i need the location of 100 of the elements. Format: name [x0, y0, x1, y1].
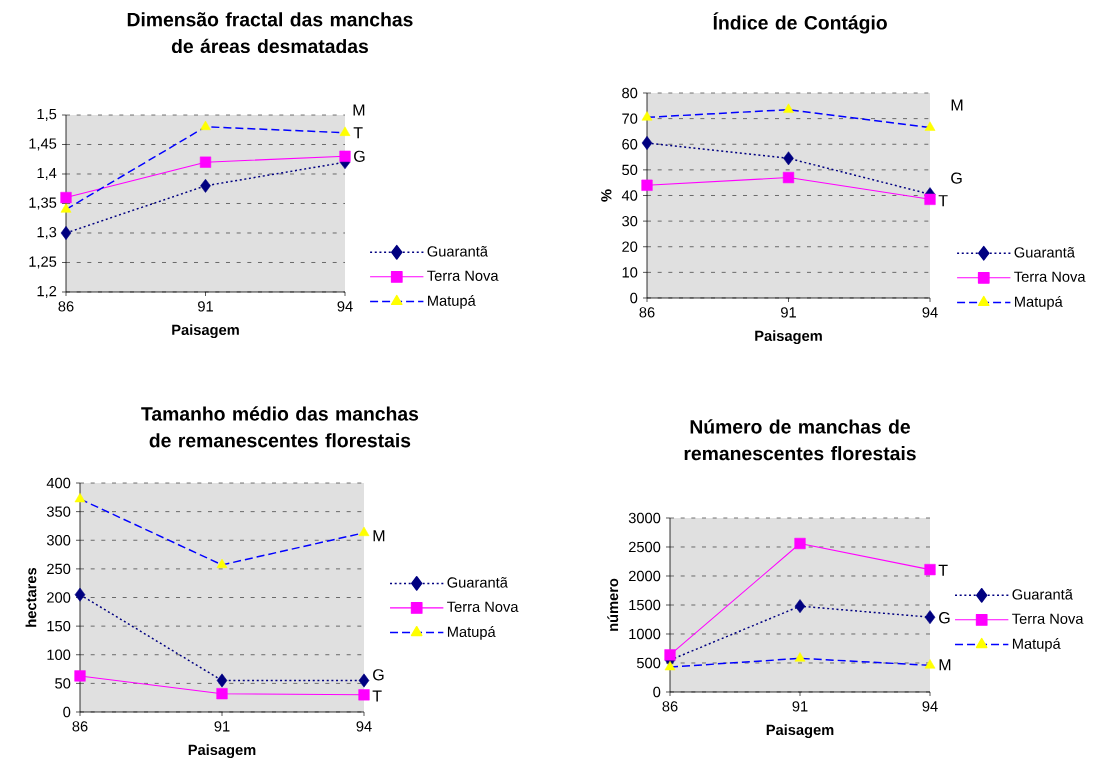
- point: [339, 150, 351, 162]
- legend-label: Guarantã: [1014, 246, 1075, 258]
- y-tick-label: 50: [622, 164, 638, 176]
- x-axis-title: Paisagem: [188, 744, 256, 758]
- y-axis-title: número: [607, 578, 619, 631]
- point: [924, 564, 936, 576]
- y-tick-label: 1,25: [29, 256, 57, 269]
- text: M: [951, 99, 963, 111]
- annotation: T: [938, 195, 948, 207]
- x-tick-label: 94: [922, 701, 938, 712]
- point: [60, 226, 72, 240]
- point: [641, 179, 653, 191]
- legend-label: Matupá: [1015, 295, 1063, 310]
- y-tick-label: 1,3: [37, 226, 57, 240]
- y-tick-label: 0: [63, 706, 71, 718]
- y-tick-label: 30: [622, 215, 638, 227]
- x-tick-label: 91: [214, 721, 230, 732]
- y-tick-label: 500: [636, 657, 661, 669]
- annotation: M: [373, 530, 385, 542]
- point: [74, 670, 86, 682]
- x-axis-title: Paisagem: [755, 330, 822, 344]
- legend-label: Guarantã: [1012, 588, 1073, 600]
- y-tick-label: 80: [622, 87, 638, 99]
- y-tick-label: 3000: [628, 512, 661, 524]
- point: [783, 103, 794, 113]
- legend-label: Terra Nova: [1012, 613, 1084, 624]
- point: [60, 203, 72, 213]
- y-tick-label: 70: [622, 113, 638, 124]
- x-tick-label: 94: [337, 301, 353, 312]
- point: [200, 178, 211, 193]
- y-tick-label: 50: [55, 678, 71, 689]
- y-tick-label: 20: [622, 241, 638, 252]
- x-tick-label: 91: [792, 701, 808, 712]
- point: [200, 120, 211, 130]
- point: [664, 660, 676, 671]
- legend-label: Guarantã: [427, 245, 488, 257]
- annotation: M: [939, 659, 951, 671]
- x-axis-title: Paisagem: [172, 324, 239, 338]
- point: [794, 599, 806, 614]
- annotation: G: [373, 669, 384, 681]
- y-tick-label: 150: [47, 620, 71, 632]
- y-tick-label: 100: [47, 649, 71, 660]
- y-tick-label: 10: [622, 267, 638, 278]
- y-axis-title: %: [601, 189, 612, 202]
- annotation: T: [938, 564, 948, 576]
- point: [74, 587, 86, 602]
- x-tick-label: 86: [639, 307, 655, 318]
- y-tick-label: 250: [47, 563, 71, 575]
- y-tick-label: 1000: [629, 628, 661, 640]
- point: [782, 171, 795, 184]
- point: [339, 126, 351, 136]
- y-tick-label: 40: [621, 190, 638, 201]
- x-tick-label: 94: [356, 721, 372, 732]
- y-tick-label: 0: [653, 686, 661, 698]
- x-tick-label: 94: [922, 307, 938, 318]
- annotation: T: [353, 127, 363, 139]
- y-tick-label: 400: [46, 477, 71, 489]
- legend-label: Terra Nova: [1014, 271, 1086, 282]
- point: [641, 111, 653, 121]
- point: [924, 610, 936, 625]
- x-tick-label: 86: [58, 301, 74, 312]
- chart-title: Dimensão fractal das manchas de áreas desmatadas: [127, 12, 413, 54]
- y-tick-label: 1,4: [37, 168, 57, 180]
- point: [216, 673, 228, 688]
- x-tick-label: 91: [781, 307, 796, 318]
- chart-title: Número de manchas de remanescentes florestais: [684, 419, 916, 461]
- y-tick-label: 1,2: [37, 285, 57, 299]
- point: [216, 688, 228, 700]
- point: [664, 649, 676, 661]
- y-tick-label: 200: [47, 592, 71, 603]
- legend-label: Terra Nova: [427, 270, 499, 281]
- point: [783, 151, 794, 166]
- point: [794, 537, 806, 550]
- point: [358, 526, 370, 537]
- point: [199, 156, 212, 168]
- point: [358, 673, 370, 688]
- y-tick-label: 1,5: [37, 109, 57, 121]
- point: [924, 193, 936, 205]
- point: [74, 492, 86, 503]
- y-tick-label: 2500: [628, 541, 661, 553]
- x-tick-label: 86: [662, 701, 678, 712]
- x-axis-title: Paisagem: [766, 724, 834, 738]
- x-tick-label: 86: [72, 721, 88, 732]
- annotation: T: [372, 690, 382, 702]
- y-tick-label: 350: [46, 506, 71, 517]
- point: [924, 121, 936, 131]
- y-tick-label: 1,35: [29, 197, 57, 210]
- y-axis-title: hectares: [25, 567, 37, 627]
- y-tick-label: 0: [630, 292, 638, 304]
- annotation: G: [354, 150, 365, 162]
- point: [60, 191, 72, 204]
- point: [641, 136, 653, 150]
- chart-title: Tamanho médio das manchas de remanescentes florestais: [141, 406, 419, 448]
- text: M: [353, 104, 365, 116]
- annotation: G: [939, 612, 950, 624]
- point: [924, 659, 936, 669]
- legend-label: Matupá: [428, 294, 476, 309]
- y-tick-label: 300: [46, 535, 71, 546]
- point: [358, 689, 370, 701]
- legend-label: Terra Nova: [447, 601, 519, 612]
